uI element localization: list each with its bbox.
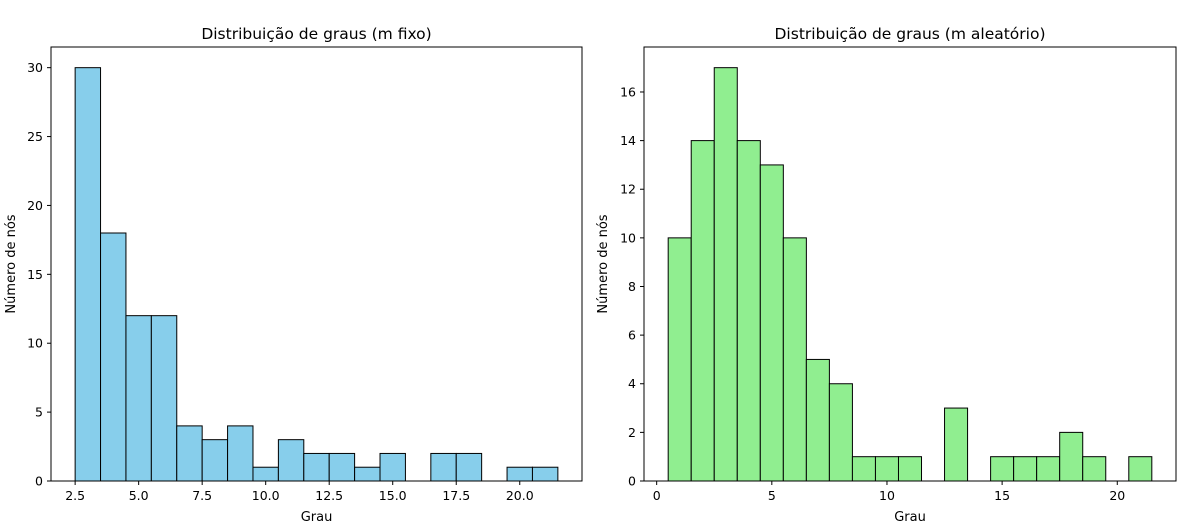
chart-left-bar-17 (506, 466, 533, 482)
chart-right-bar-4 (759, 164, 784, 482)
chart-left-ytick-label-6: 30 (27, 60, 43, 75)
chart-left-ytick-label-0: 0 (35, 474, 43, 489)
chart-left-bar-2 (125, 315, 152, 482)
chart-left-ytick-label-2: 10 (27, 336, 43, 351)
chart-right-bar-16 (1036, 456, 1061, 482)
chart-left-xtick-label-0: 2.5 (65, 488, 85, 503)
chart-left-xtick-label-4: 12.5 (315, 488, 343, 503)
chart-left-xtick-label-5: 15.0 (379, 488, 407, 503)
chart-left-bar-1 (100, 232, 127, 482)
chart-left-bar-14 (430, 452, 457, 482)
chart-left-y-ticks: 0 5 10 15 20 25 30 (27, 60, 51, 489)
chart-right-y-ticks: 0 2 4 6 8 10 12 14 16 (620, 84, 644, 489)
chart-right-bar-14 (990, 456, 1015, 482)
chart-left-x-ticks: 2.5 5.0 7.5 10.0 12.5 15.0 17.5 20.0 (65, 481, 534, 503)
chart-right-bar-3 (736, 140, 761, 482)
chart-right-bar-15 (1013, 456, 1038, 482)
chart-right-xtick-label-0: 0 (653, 488, 661, 503)
chart-right-bar-9 (874, 456, 899, 482)
chart-left-xtick-label-6: 17.5 (442, 488, 470, 503)
chart-left-ytick-label-1: 5 (35, 405, 43, 420)
chart-left-bar-7 (252, 466, 279, 482)
chart-left-bars (74, 67, 559, 482)
chart-left-ylabel: Número de nós (4, 214, 19, 313)
chart-right-xtick-label-3: 15 (994, 488, 1010, 503)
chart-left-bar-18 (531, 466, 559, 482)
chart-left-xlabel: Grau (301, 510, 333, 525)
chart-right-ytick-label-7: 14 (620, 133, 636, 148)
chart-right-xlabel: Grau (894, 510, 926, 525)
chart-right-bar-2 (713, 67, 738, 482)
chart-right-ytick-label-2: 4 (628, 376, 636, 391)
chart-left-ytick-label-3: 15 (27, 267, 43, 282)
chart-right-frame (643, 46, 1177, 482)
chart-right-bar-5 (782, 237, 807, 482)
chart-right-xtick-label-2: 10 (879, 488, 895, 503)
chart-right-ytick-label-5: 10 (620, 230, 636, 245)
chart-left-xtick-label-7: 20.0 (506, 488, 534, 503)
chart-right-bar-1 (690, 140, 715, 482)
chart-right-x-ticks: 0 5 10 15 20 (653, 481, 1125, 503)
chart-left-bar-9 (303, 452, 330, 482)
chart-right: 0 5 10 15 20 0 2 4 6 8 10 12 14 16 Distribuição de g… (596, 25, 1177, 525)
chart-left-ytick-label-5: 25 (27, 129, 43, 144)
chart-right-ytick-label-4: 8 (628, 279, 636, 294)
chart-left-bar-12 (379, 452, 406, 482)
chart-left-xtick-label-1: 5.0 (129, 488, 149, 503)
chart-right-ytick-label-0: 0 (628, 474, 636, 489)
chart-right-ytick-label-6: 12 (620, 182, 636, 197)
chart-right-ytick-label-3: 6 (628, 328, 636, 343)
chart-right-xtick-label-1: 5 (768, 488, 776, 503)
chart-right-bars (667, 67, 1153, 482)
chart-left-xtick-label-2: 7.5 (192, 488, 212, 503)
chart-left-title: Distribuição de graus (m fixo) (201, 25, 431, 43)
chart-left-bar-8 (277, 439, 305, 482)
chart-right-xtick-label-4: 20 (1109, 488, 1125, 503)
chart-left-bar-3 (150, 315, 178, 482)
chart-right-bar-7 (828, 383, 853, 482)
chart-right-bar-6 (805, 358, 830, 482)
chart-left: 2.5 5.0 7.5 10.0 12.5 15.0 17.5 20.0 0 5 10 15 20 25… (4, 25, 583, 525)
chart-left-frame (50, 46, 583, 482)
chart-right-ytick-label-8: 16 (620, 84, 636, 99)
chart-left-bar-11 (354, 466, 381, 482)
chart-right-ytick-label-1: 2 (628, 425, 636, 440)
chart-right-bar-18 (1082, 456, 1107, 482)
chart-right-bar-12 (944, 407, 969, 482)
chart-right-bar-0 (667, 237, 692, 482)
chart-right-bar-17 (1059, 431, 1084, 482)
chart-left-bar-4 (176, 425, 203, 482)
chart-right-ylabel: Número de nós (596, 214, 611, 313)
chart-left-xtick-label-3: 10.0 (252, 488, 280, 503)
chart-left-bar-15 (455, 452, 483, 482)
chart-right-bar-8 (851, 456, 876, 482)
chart-right-title: Distribuição de graus (m aleatório) (775, 25, 1046, 43)
chart-left-bar-6 (227, 425, 254, 482)
chart-left-ytick-label-4: 20 (27, 198, 43, 213)
chart-left-bar-0 (74, 67, 102, 482)
chart-left-bar-5 (201, 439, 229, 482)
chart-right-bar-10 (897, 456, 923, 482)
chart-right-bar-20 (1128, 456, 1153, 482)
chart-left-bar-10 (328, 452, 356, 482)
